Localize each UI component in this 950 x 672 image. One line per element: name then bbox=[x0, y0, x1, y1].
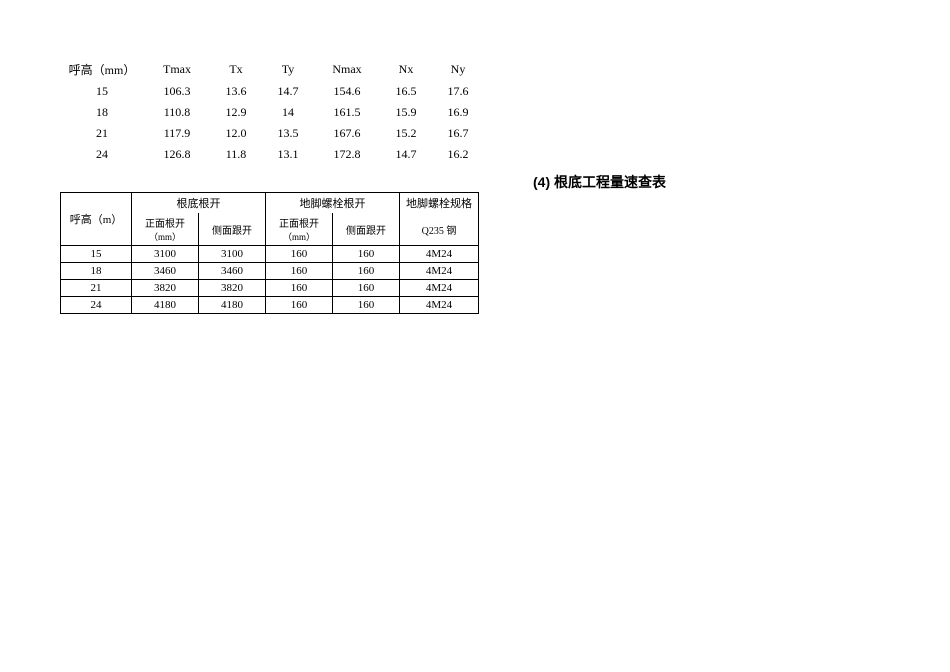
cell: 12.9 bbox=[210, 102, 262, 123]
cell: 16.2 bbox=[432, 144, 484, 165]
cell: 3820 bbox=[199, 280, 266, 297]
cell: 16.5 bbox=[380, 81, 432, 102]
cell: 13.5 bbox=[262, 123, 314, 144]
cell: 15.9 bbox=[380, 102, 432, 123]
th-front-open-1: 正面根开 （mm） bbox=[132, 213, 199, 246]
cell: 117.9 bbox=[144, 123, 210, 144]
th-side-open-1: 侧面跟开 bbox=[199, 213, 266, 246]
cell: 4M24 bbox=[400, 263, 479, 280]
cell: 13.6 bbox=[210, 81, 262, 102]
th-ty: Ty bbox=[262, 58, 314, 81]
cell: 3820 bbox=[132, 280, 199, 297]
cell: 24 bbox=[61, 297, 132, 314]
cell: 18 bbox=[61, 263, 132, 280]
cell: 4M24 bbox=[400, 297, 479, 314]
th-front-open-2: 正面根开 （mm） bbox=[266, 213, 333, 246]
params-row: 18 110.8 12.9 14 161.5 15.9 16.9 bbox=[60, 102, 484, 123]
cell: 4180 bbox=[199, 297, 266, 314]
cell: 106.3 bbox=[144, 81, 210, 102]
cell: 160 bbox=[333, 297, 400, 314]
cell: 13.1 bbox=[262, 144, 314, 165]
foundation-row: 21 3820 3820 160 160 4M24 bbox=[61, 280, 479, 297]
cell: 172.8 bbox=[314, 144, 380, 165]
params-row: 15 106.3 13.6 14.7 154.6 16.5 17.6 bbox=[60, 81, 484, 102]
cell: 14 bbox=[262, 102, 314, 123]
unit-label: （mm） bbox=[149, 232, 181, 242]
cell: 161.5 bbox=[314, 102, 380, 123]
cell: 4180 bbox=[132, 297, 199, 314]
cell: 24 bbox=[60, 144, 144, 165]
sub-label: 正面根开 bbox=[145, 219, 185, 230]
cell: 160 bbox=[266, 263, 333, 280]
unit-label: （mm） bbox=[283, 232, 315, 242]
cell: 16.9 bbox=[432, 102, 484, 123]
th-height: 呼高（m） bbox=[61, 193, 132, 246]
params-row: 24 126.8 11.8 13.1 172.8 14.7 16.2 bbox=[60, 144, 484, 165]
cell: 160 bbox=[333, 263, 400, 280]
foundation-header-row-1: 呼高（m） 根底根开 地脚螺栓根开 地脚螺栓规格 bbox=[61, 193, 479, 214]
cell: 14.7 bbox=[380, 144, 432, 165]
foundation-row: 24 4180 4180 160 160 4M24 bbox=[61, 297, 479, 314]
cell: 15.2 bbox=[380, 123, 432, 144]
cell: 160 bbox=[333, 246, 400, 263]
params-row: 21 117.9 12.0 13.5 167.6 15.2 16.7 bbox=[60, 123, 484, 144]
cell: 11.8 bbox=[210, 144, 262, 165]
cell: 15 bbox=[61, 246, 132, 263]
cell: 15 bbox=[60, 81, 144, 102]
cell: 160 bbox=[333, 280, 400, 297]
cell: 160 bbox=[266, 280, 333, 297]
th-height: 呼高（mm） bbox=[60, 58, 144, 81]
cell: 12.0 bbox=[210, 123, 262, 144]
cell: 160 bbox=[266, 246, 333, 263]
cell: 3100 bbox=[199, 246, 266, 263]
foundation-row: 18 3460 3460 160 160 4M24 bbox=[61, 263, 479, 280]
cell: 17.6 bbox=[432, 81, 484, 102]
th-nx: Nx bbox=[380, 58, 432, 81]
cell: 21 bbox=[61, 280, 132, 297]
cell: 14.7 bbox=[262, 81, 314, 102]
th-ny: Ny bbox=[432, 58, 484, 81]
foundation-table: 呼高（m） 根底根开 地脚螺栓根开 地脚螺栓规格 正面根开 （mm） 侧面跟开 正… bbox=[60, 192, 479, 314]
cell: 126.8 bbox=[144, 144, 210, 165]
th-nmax: Nmax bbox=[314, 58, 380, 81]
cell: 16.7 bbox=[432, 123, 484, 144]
section-title: (4) 根底工程量速查表 bbox=[533, 172, 666, 192]
cell: 154.6 bbox=[314, 81, 380, 102]
params-header-row: 呼高（mm） Tmax Tx Ty Nmax Nx Ny bbox=[60, 58, 484, 81]
cell: 3460 bbox=[132, 263, 199, 280]
th-spec-sub: Q235 钢 bbox=[400, 213, 479, 246]
params-table: 呼高（mm） Tmax Tx Ty Nmax Nx Ny 15 106.3 13… bbox=[60, 58, 484, 165]
th-side-open-2: 侧面跟开 bbox=[333, 213, 400, 246]
th-tmax: Tmax bbox=[144, 58, 210, 81]
cell: 3100 bbox=[132, 246, 199, 263]
sub-label: 正面根开 bbox=[279, 219, 319, 230]
cell: 18 bbox=[60, 102, 144, 123]
cell: 4M24 bbox=[400, 280, 479, 297]
cell: 4M24 bbox=[400, 246, 479, 263]
cell: 160 bbox=[266, 297, 333, 314]
cell: 167.6 bbox=[314, 123, 380, 144]
foundation-row: 15 3100 3100 160 160 4M24 bbox=[61, 246, 479, 263]
cell: 110.8 bbox=[144, 102, 210, 123]
cell: 21 bbox=[60, 123, 144, 144]
cell: 3460 bbox=[199, 263, 266, 280]
th-tx: Tx bbox=[210, 58, 262, 81]
th-group-bolt: 地脚螺栓根开 bbox=[266, 193, 400, 214]
th-spec-top: 地脚螺栓规格 bbox=[400, 193, 479, 214]
th-group-foundation: 根底根开 bbox=[132, 193, 266, 214]
